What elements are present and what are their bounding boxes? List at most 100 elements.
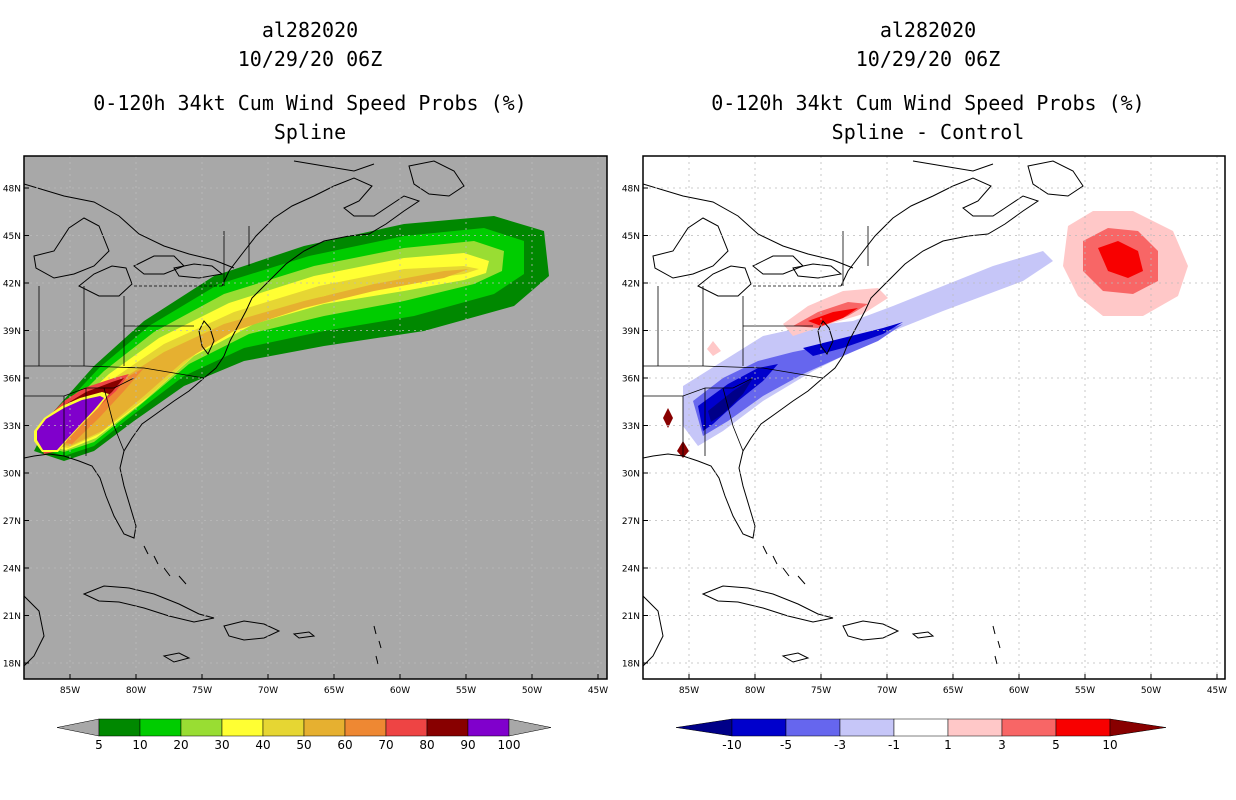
colorbar-label: 90: [460, 738, 475, 752]
lon-label: 85W: [60, 686, 80, 696]
lat-label: 18N: [622, 660, 640, 670]
right-subtitle-block: 0-120h 34kt Cum Wind Speed Probs (%) Spl…: [628, 89, 1228, 147]
colorbar-label: -3: [834, 738, 846, 752]
lon-label: 45W: [1207, 686, 1227, 696]
left-storm-id: al282020: [261, 18, 359, 42]
lat-label: 33N: [3, 422, 21, 432]
left-axis-ticks: 48N 45N 42N 39N 36N 33N 30N 27N 24N 21N 18N 85W 80W 7…: [3, 185, 608, 697]
colorbar-label: 50: [296, 738, 311, 752]
lon-label: 45W: [588, 686, 608, 696]
colorbar-label: 5: [95, 738, 103, 752]
colorbar-swatch: [344, 718, 387, 737]
lon-label: 65W: [943, 686, 963, 696]
colorbar-label: 10: [132, 738, 147, 752]
colorbar-label: 70: [378, 738, 393, 752]
colorbar-swatch: [262, 718, 305, 737]
colorbar-label: 40: [255, 738, 270, 752]
colorbar-swatch: [467, 718, 510, 737]
colorbar-swatch: [1001, 718, 1057, 737]
colorbar-label: -5: [780, 738, 792, 752]
colorbar-swatch: [731, 718, 787, 737]
lat-label: 39N: [3, 327, 21, 337]
lon-label: 50W: [522, 686, 542, 696]
left-map-panel: 48N 45N 42N 39N 36N 33N 30N 27N 24N 21N 18N 85W 80W 7…: [3, 155, 608, 697]
lat-label: 45N: [622, 232, 640, 242]
right-gridlines: [643, 156, 1225, 679]
lat-label: 36N: [622, 375, 640, 385]
colorbar-label: 80: [419, 738, 434, 752]
colorbar-swatch: [426, 718, 469, 737]
lat-label: 27N: [622, 517, 640, 527]
lon-label: 70W: [877, 686, 897, 696]
left-subtitle-block: 0-120h 34kt Cum Wind Speed Probs (%) Spl…: [10, 89, 610, 147]
colorbar-label: 30: [214, 738, 229, 752]
colorbar-swatch: [947, 718, 1003, 737]
lat-label: 48N: [3, 185, 21, 195]
lon-label: 70W: [258, 686, 278, 696]
lat-label: 21N: [622, 612, 640, 622]
left-gridlines: [24, 156, 607, 679]
colorbar-high-triangle: [1109, 718, 1167, 737]
lon-label: 50W: [1141, 686, 1161, 696]
left-probability-swath: [24, 156, 607, 679]
lat-label: 27N: [3, 517, 21, 527]
colorbar-label: 5: [1052, 738, 1060, 752]
lon-label: 80W: [745, 686, 765, 696]
lon-label: 55W: [1075, 686, 1095, 696]
colorbar-low-triangle: [56, 718, 100, 737]
colorbar-label: -10: [722, 738, 742, 752]
right-colorbar: -10 -5 -3 -1 1 3 5 10: [675, 718, 1167, 752]
right-axis-ticks: 48N 45N 42N 39N 36N 33N 30N 27N 24N 21N 18N 85W 80W 7…: [622, 185, 1227, 697]
right-subtitle: Spline - Control: [831, 120, 1025, 144]
lat-label: 33N: [622, 422, 640, 432]
lat-label: 30N: [3, 470, 21, 480]
colorbar-label: 20: [173, 738, 188, 752]
left-colorbar: 5 10 20 30 40 50 60 70 80 90 100: [56, 718, 552, 752]
swath-20-30: [42, 241, 504, 452]
lat-label: 30N: [622, 470, 640, 480]
colorbar-swatch: [139, 718, 182, 737]
colorbar-swatch: [180, 718, 223, 737]
lat-label: 42N: [3, 280, 21, 290]
swath-50-60: [49, 269, 469, 446]
colorbar-label: 3: [998, 738, 1006, 752]
lon-label: 55W: [456, 686, 476, 696]
diff-above-10-a: [663, 408, 673, 428]
colorbar-swatch: [221, 718, 264, 737]
left-map-frame: [23, 155, 608, 680]
left-datetime: 10/29/20 06Z: [237, 47, 383, 71]
lat-label: 24N: [622, 565, 640, 575]
colorbar-label: 10: [1102, 738, 1117, 752]
lon-label: 75W: [811, 686, 831, 696]
colorbar-low-triangle: [675, 718, 733, 737]
lat-label: 42N: [622, 280, 640, 290]
right-map-frame: [642, 155, 1226, 680]
right-storm-id: al282020: [879, 18, 977, 42]
lon-label: 85W: [679, 686, 699, 696]
colorbar-label: 60: [337, 738, 352, 752]
diff-5-10-coast: [808, 308, 858, 326]
colorbar-swatch: [385, 718, 428, 737]
lon-label: 75W: [192, 686, 212, 696]
lat-label: 48N: [622, 185, 640, 195]
diff-1-3-small: [707, 341, 721, 356]
colorbar-label: 1: [944, 738, 952, 752]
swath-90-100: [37, 396, 104, 450]
colorbar-label: 100: [498, 738, 521, 752]
diff-minus3-minus5: [693, 324, 903, 436]
colorbar-swatch: [785, 718, 841, 737]
left-subtitle: Spline: [273, 120, 347, 144]
diff-minus1-minus3: [683, 251, 1053, 446]
right-difference-field: [643, 156, 1225, 679]
lon-label: 65W: [324, 686, 344, 696]
right-map-panel: 48N 45N 42N 39N 36N 33N 30N 27N 24N 21N 18N 85W 80W 7…: [622, 155, 1227, 697]
lon-label: 60W: [390, 686, 410, 696]
colorbar-high-triangle: [508, 718, 552, 737]
lat-label: 18N: [3, 660, 21, 670]
right-product: 0-120h 34kt Cum Wind Speed Probs (%): [711, 91, 1145, 115]
left-product: 0-120h 34kt Cum Wind Speed Probs (%): [93, 91, 527, 115]
lat-label: 21N: [3, 612, 21, 622]
diff-5-10-atlantic: [1098, 241, 1143, 278]
lat-label: 24N: [3, 565, 21, 575]
